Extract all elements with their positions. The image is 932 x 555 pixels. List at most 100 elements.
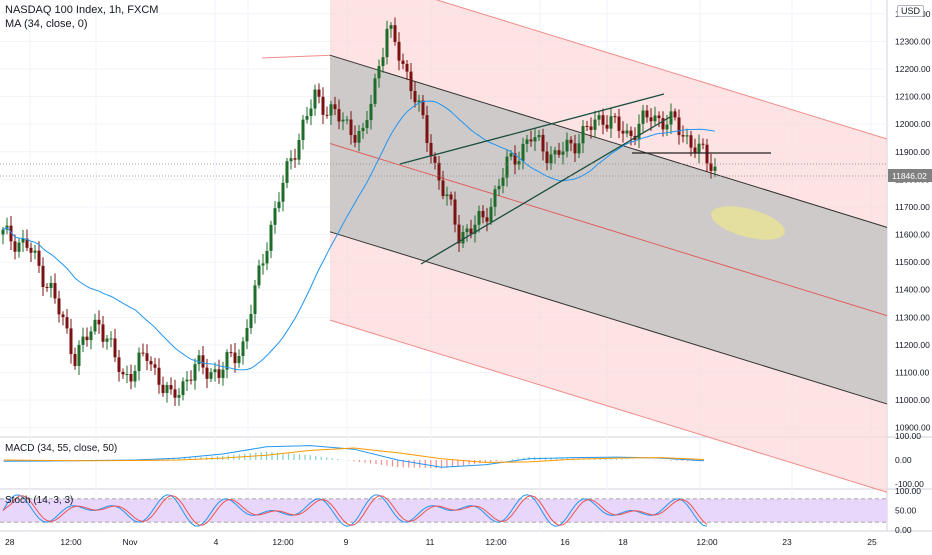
candle-body — [325, 114, 329, 116]
time-tick-label: 25 — [867, 537, 877, 547]
candle-body — [73, 354, 77, 366]
candle-body — [653, 115, 657, 122]
candle-body — [269, 224, 273, 251]
candle-body — [405, 63, 409, 72]
candle-body — [241, 341, 245, 357]
candle-body — [349, 119, 353, 136]
candle-body — [257, 265, 261, 286]
currency-badge[interactable]: USD — [896, 5, 924, 17]
candle-body — [225, 352, 229, 370]
candle-body — [629, 130, 633, 136]
time-tick-label: 18 — [618, 537, 628, 547]
candle-body — [645, 110, 649, 118]
target-zone-ellipse — [711, 206, 785, 240]
candle-body — [389, 25, 393, 29]
candle-body — [305, 116, 309, 120]
candle-body — [569, 139, 573, 144]
price-tick-label: 11200.00 — [895, 340, 930, 350]
candle-body — [277, 201, 281, 209]
candle-body — [713, 166, 717, 171]
candle-body — [329, 104, 333, 116]
candle-body — [121, 371, 125, 375]
candle-body — [13, 241, 17, 252]
candle-body — [273, 208, 277, 225]
candle-body — [437, 162, 441, 181]
candle-body — [9, 225, 13, 242]
price-tick-label: 11600.00 — [895, 230, 930, 240]
candle-body — [189, 379, 193, 381]
candle-body — [453, 199, 457, 225]
wedge-upper-line — [399, 93, 665, 165]
macd-tick-label: 100.00 — [895, 431, 921, 441]
candle-body — [337, 109, 341, 122]
candle-body — [709, 163, 713, 171]
time-tick-label: 12:00 — [485, 537, 507, 547]
candle-body — [665, 124, 669, 130]
candle-body — [517, 161, 521, 165]
candle-body — [673, 111, 677, 118]
candle-body — [693, 147, 697, 154]
candle-body — [93, 319, 97, 332]
symbol-legend[interactable]: NASDAQ 100 Index, 1h, FXCM — [5, 4, 159, 16]
candle-body — [521, 143, 525, 162]
candle-body — [465, 228, 469, 233]
stoch-legend[interactable]: Stoch (14, 3, 3) — [5, 495, 74, 506]
candle-body — [109, 338, 113, 340]
candle-body — [429, 142, 433, 157]
candle-body — [285, 161, 289, 183]
signal-line — [3, 447, 705, 463]
candle-body — [153, 364, 157, 368]
candle-body — [401, 60, 405, 64]
time-tick-label: 23 — [782, 537, 792, 547]
candle-body — [45, 286, 49, 288]
candle-body — [397, 41, 401, 61]
candle-body — [681, 135, 685, 137]
macd-legend[interactable]: MACD (34, 55, close, 50) — [5, 443, 118, 454]
candle-body — [29, 247, 33, 253]
candle-body — [217, 369, 221, 378]
price-tick-label: 12200.00 — [895, 64, 931, 74]
price-tick-label: 11300.00 — [895, 312, 930, 322]
candle-body — [593, 119, 597, 130]
candle-body — [37, 250, 41, 266]
candle-body — [373, 78, 377, 104]
candle-body — [25, 238, 29, 248]
candle-body — [301, 119, 305, 141]
candle-body — [669, 111, 673, 125]
stoch-k-line — [2, 494, 708, 527]
candle-body — [357, 131, 361, 143]
candle-body — [69, 328, 73, 355]
candle-body — [597, 115, 601, 120]
candle-body — [105, 338, 109, 342]
candle-body — [529, 139, 533, 142]
candle-body — [493, 189, 497, 207]
price-tick-label: 12300.00 — [895, 36, 931, 46]
candle-body — [585, 126, 589, 128]
candle-body — [701, 143, 705, 145]
candle-body — [457, 224, 461, 244]
candle-body — [657, 115, 661, 119]
time-tick-label: 12:00 — [272, 537, 294, 547]
candle-body — [309, 108, 313, 117]
time-tick-label: 16 — [560, 537, 570, 547]
candle-body — [393, 25, 397, 42]
candle-body — [129, 373, 133, 382]
channel-extension-line — [261, 54, 331, 59]
channel-line — [329, 54, 888, 228]
stoch-d-line — [2, 495, 708, 526]
candle-body — [545, 151, 549, 164]
candle-body — [293, 158, 297, 160]
candle-body — [649, 117, 653, 122]
candle-body — [469, 228, 473, 234]
candle-body — [21, 238, 25, 243]
candle-body — [525, 139, 529, 144]
candle-body — [173, 389, 177, 398]
price-tick-label: 12100.00 — [895, 92, 931, 102]
candle-body — [485, 217, 489, 222]
candle-body — [557, 150, 561, 155]
candle-body — [221, 369, 225, 378]
candle-body — [249, 313, 253, 329]
ma-legend[interactable]: MA (34, close, 0) — [5, 18, 88, 30]
